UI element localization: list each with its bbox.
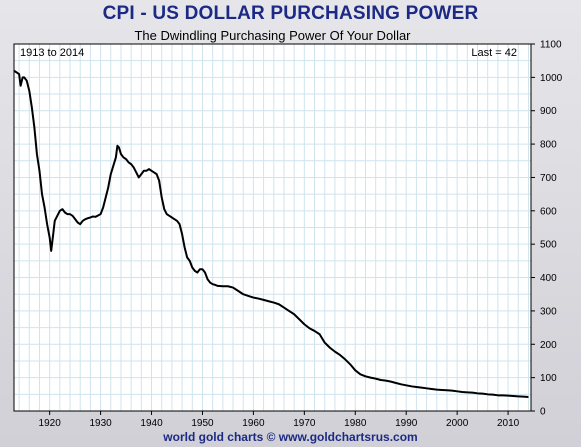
x-tick-label: 1970 bbox=[293, 418, 316, 429]
y-tick-label: 0 bbox=[540, 407, 546, 418]
y-tick-label: 400 bbox=[540, 273, 557, 284]
y-tick-label: 1100 bbox=[540, 40, 562, 51]
y-tick-label: 700 bbox=[540, 173, 557, 184]
x-tick-label: 1960 bbox=[242, 418, 265, 429]
x-tick-label: 1950 bbox=[191, 418, 214, 429]
y-tick-label: 200 bbox=[540, 340, 557, 351]
y-tick-label: 800 bbox=[540, 140, 557, 151]
x-tick-label: 2000 bbox=[446, 418, 469, 429]
page-title: CPI - US DOLLAR PURCHASING POWER bbox=[102, 3, 479, 24]
y-axis: 0 100 200 300 400 500 600 700 800 900 1000 1100 bbox=[531, 40, 563, 418]
x-axis: 1920 1930 1940 1950 1960 1970 1980 1990 2000 2010 bbox=[39, 411, 520, 429]
x-tick-label: 1980 bbox=[344, 418, 367, 429]
x-tick-label: 1990 bbox=[395, 418, 418, 429]
x-tick-label: 1930 bbox=[89, 418, 112, 429]
date-range-label: 1913 to 2014 bbox=[20, 47, 84, 59]
plot-border bbox=[13, 43, 532, 412]
x-tick-label: 1940 bbox=[140, 418, 163, 429]
y-tick-label: 600 bbox=[540, 206, 557, 217]
y-tick-label: 300 bbox=[540, 306, 557, 317]
chart-subtitle: The Dwindling Purchasing Power Of Your D… bbox=[134, 28, 411, 43]
y-tick-label: 500 bbox=[540, 240, 557, 251]
series-line bbox=[13, 69, 529, 398]
y-tick-label: 1000 bbox=[540, 73, 563, 84]
grid-lines bbox=[14, 43, 531, 412]
y-tick-label: 100 bbox=[540, 373, 557, 384]
x-tick-label: 2010 bbox=[497, 418, 520, 429]
footer-credit: world gold charts © www.goldchartsrus.co… bbox=[163, 430, 418, 444]
y-tick-label: 900 bbox=[540, 106, 557, 117]
last-value-label: Last = 42 bbox=[471, 47, 517, 59]
x-tick-label: 1920 bbox=[39, 418, 62, 429]
